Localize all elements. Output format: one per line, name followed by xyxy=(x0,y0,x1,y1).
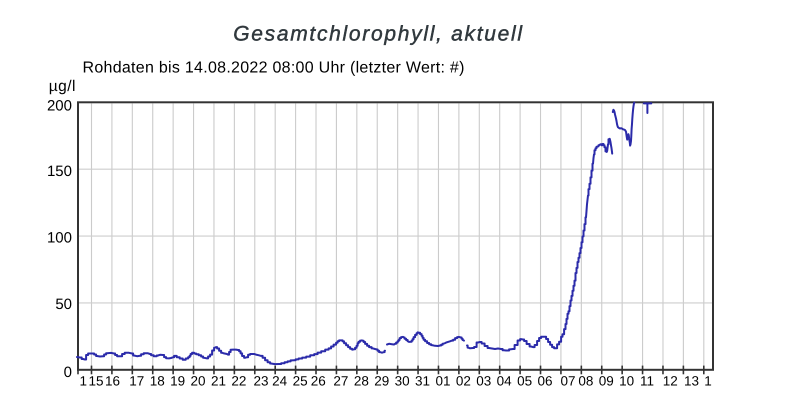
svg-text:1: 1 xyxy=(704,373,712,388)
svg-text:07: 07 xyxy=(560,373,575,388)
svg-text:26: 26 xyxy=(311,373,326,388)
svg-text:1: 1 xyxy=(80,373,88,388)
svg-text:03: 03 xyxy=(476,373,491,388)
svg-text:30: 30 xyxy=(395,373,410,388)
svg-text:22: 22 xyxy=(231,373,246,388)
svg-text:23: 23 xyxy=(253,373,268,388)
svg-text:01: 01 xyxy=(435,373,450,388)
svg-text:µg/l: µg/l xyxy=(49,78,76,95)
svg-text:16: 16 xyxy=(105,373,120,388)
svg-text:28: 28 xyxy=(354,373,369,388)
svg-text:12: 12 xyxy=(663,373,678,388)
svg-text:19: 19 xyxy=(170,373,185,388)
svg-text:0: 0 xyxy=(64,364,72,381)
svg-text:31: 31 xyxy=(415,373,430,388)
svg-text:27: 27 xyxy=(333,373,348,388)
svg-text:04: 04 xyxy=(497,373,513,388)
svg-text:13: 13 xyxy=(684,373,699,388)
svg-text:21: 21 xyxy=(211,373,226,388)
svg-text:15: 15 xyxy=(88,373,103,388)
svg-text:50: 50 xyxy=(55,296,72,313)
svg-text:09: 09 xyxy=(599,373,614,388)
svg-text:20: 20 xyxy=(191,373,206,388)
svg-text:02: 02 xyxy=(456,373,471,388)
svg-text:05: 05 xyxy=(517,373,532,388)
svg-text:25: 25 xyxy=(293,373,308,388)
svg-text:150: 150 xyxy=(47,163,72,180)
svg-text:10: 10 xyxy=(619,373,634,388)
svg-text:29: 29 xyxy=(374,373,389,388)
svg-text:17: 17 xyxy=(129,373,144,388)
svg-text:06: 06 xyxy=(538,373,553,388)
svg-text:08: 08 xyxy=(578,373,593,388)
svg-text:100: 100 xyxy=(47,230,72,247)
svg-text:11: 11 xyxy=(640,373,654,388)
svg-text:200: 200 xyxy=(47,98,72,115)
svg-text:Gesamtchlorophyll, aktuell: Gesamtchlorophyll, aktuell xyxy=(233,22,523,45)
svg-text:Rohdaten bis 14.08.2022 08:00: Rohdaten bis 14.08.2022 08:00 Uhr (letzt… xyxy=(83,60,465,77)
svg-text:24: 24 xyxy=(272,373,288,388)
svg-text:18: 18 xyxy=(150,373,165,388)
